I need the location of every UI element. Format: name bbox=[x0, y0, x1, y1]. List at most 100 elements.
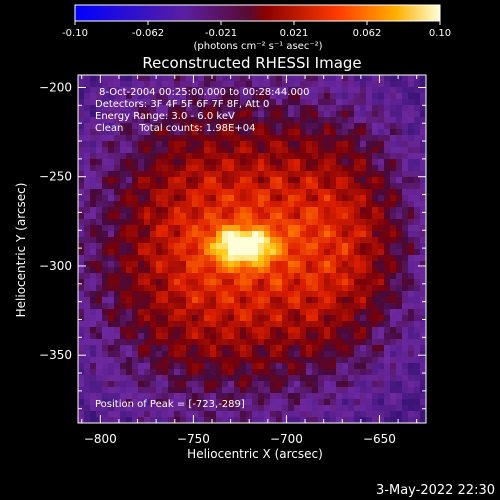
heatmap-cell bbox=[228, 201, 235, 208]
heatmap-cell bbox=[126, 267, 133, 274]
heatmap-cell bbox=[84, 387, 91, 394]
heatmap-cell bbox=[294, 243, 301, 250]
heatmap-cell bbox=[90, 237, 97, 244]
heatmap-cell bbox=[174, 243, 181, 250]
heatmap-cell bbox=[420, 237, 426, 244]
heatmap-cell bbox=[192, 351, 199, 358]
heatmap-cell bbox=[282, 315, 289, 322]
heatmap-cell bbox=[390, 405, 397, 412]
heatmap-cell bbox=[366, 249, 373, 256]
heatmap-cell bbox=[78, 213, 85, 220]
heatmap-cell bbox=[360, 75, 367, 82]
heatmap-cell bbox=[114, 363, 121, 370]
heatmap-cell bbox=[246, 135, 253, 142]
heatmap-cell bbox=[198, 273, 205, 280]
heatmap-cell bbox=[234, 291, 241, 298]
heatmap-cell bbox=[402, 321, 409, 328]
heatmap-cell bbox=[378, 363, 385, 370]
heatmap-cell bbox=[210, 327, 217, 334]
heatmap-cell bbox=[318, 189, 325, 196]
heatmap-cell bbox=[156, 291, 163, 298]
heatmap-cell bbox=[180, 249, 187, 256]
plot-frame bbox=[77, 74, 427, 424]
heatmap-cell bbox=[270, 297, 277, 304]
heatmap-cell bbox=[102, 99, 109, 106]
heatmap-cell bbox=[222, 273, 229, 280]
heatmap-cell bbox=[390, 171, 397, 178]
heatmap-cell bbox=[228, 171, 235, 178]
heatmap-cell bbox=[144, 189, 151, 196]
heatmap-cell bbox=[378, 303, 385, 310]
heatmap-cell bbox=[342, 363, 349, 370]
heatmap-cell bbox=[348, 129, 355, 136]
heatmap-cell bbox=[114, 159, 121, 166]
heatmap-cell bbox=[276, 219, 283, 226]
heatmap-cell bbox=[126, 327, 133, 334]
heatmap-cell bbox=[252, 279, 259, 286]
heatmap-cell bbox=[168, 81, 175, 88]
heatmap-cell bbox=[300, 369, 307, 376]
heatmap-cell bbox=[288, 261, 295, 268]
heatmap-cell bbox=[186, 219, 193, 226]
heatmap-cell bbox=[84, 273, 91, 280]
heatmap-cell bbox=[192, 375, 199, 382]
heatmap-cell bbox=[420, 189, 426, 196]
heatmap-cell bbox=[264, 279, 271, 286]
heatmap-cell bbox=[234, 81, 241, 88]
heatmap-cell bbox=[102, 375, 109, 382]
heatmap-cell bbox=[360, 303, 367, 310]
heatmap-cell bbox=[132, 237, 139, 244]
heatmap-cell bbox=[396, 147, 403, 154]
heatmap-cell bbox=[312, 99, 319, 106]
heatmap-cell bbox=[180, 129, 187, 136]
heatmap-cell bbox=[342, 327, 349, 334]
heatmap-cell bbox=[240, 201, 247, 208]
heatmap-cell bbox=[270, 375, 277, 382]
heatmap-cell bbox=[360, 255, 367, 262]
heatmap-cell bbox=[246, 393, 253, 400]
heatmap-cell bbox=[282, 261, 289, 268]
heatmap-cell bbox=[336, 153, 343, 160]
heatmap-cell bbox=[210, 303, 217, 310]
heatmap-cell bbox=[258, 87, 265, 94]
heatmap-cell bbox=[156, 231, 163, 238]
heatmap-cell bbox=[354, 369, 361, 376]
heatmap-cell bbox=[378, 117, 385, 124]
heatmap-cell bbox=[270, 93, 277, 100]
heatmap-cell bbox=[234, 129, 241, 136]
heatmap-cell bbox=[78, 99, 85, 106]
heatmap-cell bbox=[186, 135, 193, 142]
colorbar-tick-label: 0.021 bbox=[280, 28, 309, 39]
heatmap-cell bbox=[78, 351, 85, 358]
heatmap-cell bbox=[228, 147, 235, 154]
heatmap-cell bbox=[174, 207, 181, 214]
heatmap-cell bbox=[90, 213, 97, 220]
heatmap-cell bbox=[210, 177, 217, 184]
heatmap-cell bbox=[372, 285, 379, 292]
heatmap-cell bbox=[180, 219, 187, 226]
heatmap-cell bbox=[90, 393, 97, 400]
heatmap-cell bbox=[246, 249, 253, 256]
heatmap-cell bbox=[96, 183, 103, 190]
heatmap-cell bbox=[330, 399, 337, 406]
heatmap-cell bbox=[84, 393, 91, 400]
heatmap-cell bbox=[198, 291, 205, 298]
heatmap-cell bbox=[246, 177, 253, 184]
heatmap-cell bbox=[300, 267, 307, 274]
heatmap-cell bbox=[252, 165, 259, 172]
heatmap-cell bbox=[150, 147, 157, 154]
heatmap-cell bbox=[330, 417, 337, 423]
heatmap-cell bbox=[408, 195, 415, 202]
heatmap-cell bbox=[378, 405, 385, 412]
heatmap-cell bbox=[336, 129, 343, 136]
heatmap-cell bbox=[360, 165, 367, 172]
heatmap-cell bbox=[126, 237, 133, 244]
heatmap-cell bbox=[108, 267, 115, 274]
heatmap-cell bbox=[126, 129, 133, 136]
heatmap-cell bbox=[288, 411, 295, 418]
heatmap-cell bbox=[156, 417, 163, 423]
heatmap-cell bbox=[174, 153, 181, 160]
heatmap-cell bbox=[252, 393, 259, 400]
heatmap-cell bbox=[90, 363, 97, 370]
heatmap-cell bbox=[192, 183, 199, 190]
